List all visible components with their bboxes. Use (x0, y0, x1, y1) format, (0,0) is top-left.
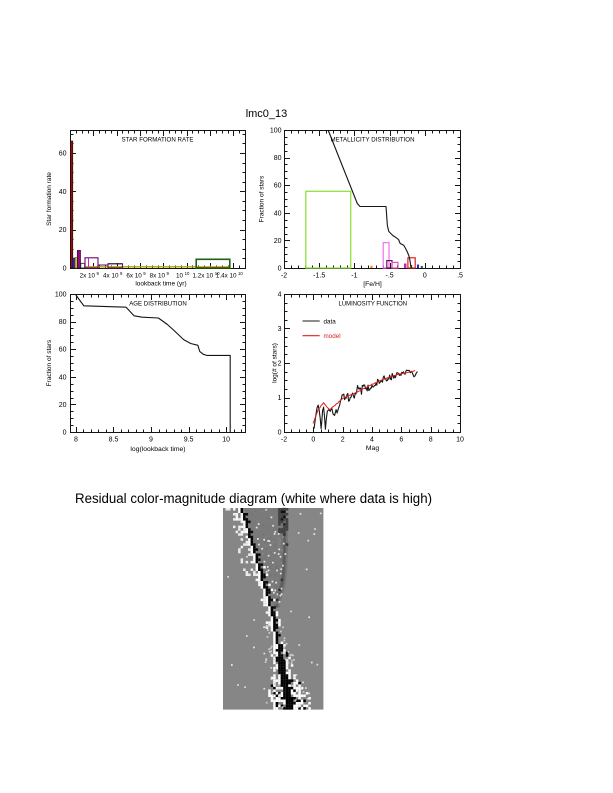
svg-text:40: 40 (59, 189, 67, 196)
svg-text:80: 80 (59, 319, 67, 326)
svg-text:4: 4 (278, 292, 282, 299)
svg-text:0: 0 (63, 266, 67, 273)
svg-text:lookback time (yr): lookback time (yr) (135, 281, 186, 288)
svg-text:-1.5: -1.5 (313, 273, 325, 280)
svg-text:Fraction of stars: Fraction of stars (259, 175, 266, 222)
svg-text:model: model (324, 333, 341, 340)
svg-text:20: 20 (59, 402, 67, 409)
svg-text:8: 8 (74, 437, 78, 444)
svg-text:LUMINOSITY FUNCTION: LUMINOSITY FUNCTION (339, 300, 408, 307)
svg-text:9: 9 (149, 437, 153, 444)
svg-text:4x 109: 4x 10 9 (103, 271, 123, 280)
svg-text:8x 109: 8x 10 9 (150, 271, 170, 280)
svg-text:log(# of stars): log(# of stars) (272, 343, 279, 383)
svg-text:lmc0_13: lmc0_13 (246, 108, 288, 120)
svg-text:40: 40 (59, 374, 67, 381)
svg-text:0: 0 (278, 430, 282, 437)
svg-text:Star formation rate: Star formation rate (46, 172, 53, 226)
svg-text:60: 60 (59, 151, 67, 158)
svg-text:6: 6 (399, 437, 403, 444)
svg-text:Residual color-magnitude diagr: Residual color-magnitude diagram (white … (75, 491, 432, 506)
svg-text:8: 8 (429, 437, 433, 444)
svg-text:[Fe/H]: [Fe/H] (363, 281, 382, 288)
svg-text:60: 60 (59, 347, 67, 354)
svg-text:8.5: 8.5 (109, 437, 119, 444)
svg-text:Mag: Mag (366, 445, 379, 452)
svg-text:60: 60 (274, 183, 282, 190)
svg-text:80: 80 (274, 155, 282, 162)
svg-text:2x 109: 2x 10 9 (80, 271, 100, 280)
svg-text:0: 0 (423, 273, 427, 280)
svg-text:0: 0 (63, 430, 67, 437)
svg-text:100: 100 (270, 128, 282, 135)
svg-text:data: data (324, 319, 337, 326)
svg-text:log(lookback time): log(lookback time) (130, 446, 185, 453)
svg-text:0: 0 (278, 266, 282, 273)
svg-text:-1: -1 (351, 273, 357, 280)
svg-text:1: 1 (278, 395, 282, 402)
svg-text:-2: -2 (281, 273, 287, 280)
svg-text:4: 4 (370, 437, 374, 444)
svg-text:AGE DISTRIBUTION: AGE DISTRIBUTION (129, 301, 187, 308)
svg-text:10: 10 (456, 437, 464, 444)
svg-text:.5: .5 (457, 273, 463, 280)
svg-text:STAR FORMATION RATE: STAR FORMATION RATE (122, 137, 194, 144)
svg-text:-.5: -.5 (386, 273, 394, 280)
svg-text:20: 20 (59, 227, 67, 234)
svg-text:6x 109: 6x 10 9 (126, 271, 146, 280)
svg-text:9.5: 9.5 (184, 437, 194, 444)
svg-text:2: 2 (278, 361, 282, 368)
svg-text:20: 20 (274, 238, 282, 245)
svg-text:100: 100 (55, 292, 67, 299)
svg-text:10: 10 (222, 437, 230, 444)
svg-text:3: 3 (278, 326, 282, 333)
svg-text:2: 2 (341, 437, 345, 444)
svg-text:40: 40 (274, 210, 282, 217)
svg-text:0: 0 (311, 437, 315, 444)
svg-text:-2: -2 (281, 437, 287, 444)
svg-text:METALLICITY DISTRIBUTION: METALLICITY DISTRIBUTION (331, 137, 415, 144)
svg-text:Fraction of stars: Fraction of stars (46, 339, 53, 386)
